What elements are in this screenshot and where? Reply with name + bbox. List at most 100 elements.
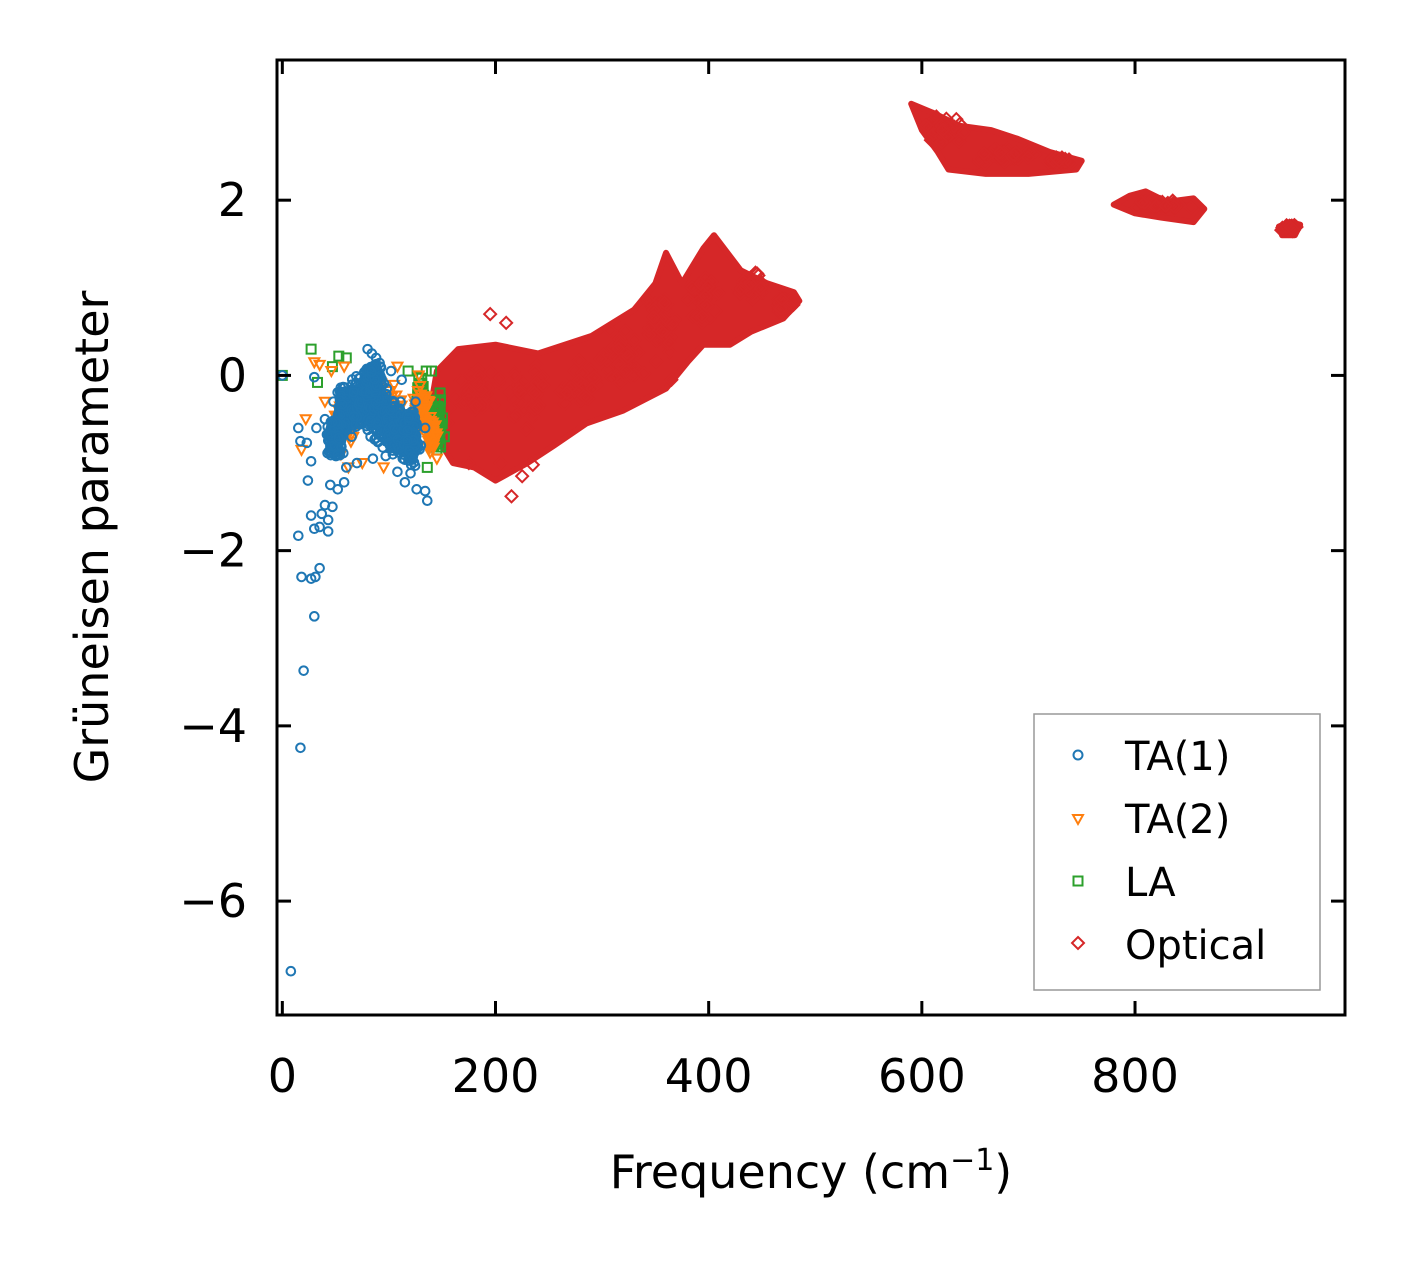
legend-marker-ta2 — [1071, 814, 1085, 827]
ta1-point-31 — [293, 422, 304, 434]
ta1-point-52 — [410, 396, 421, 407]
optical-cluster-3-point-39 — [612, 374, 628, 390]
ta2-cluster-1-point-48 — [423, 411, 438, 425]
ta1-cluster-5-point-148 — [326, 416, 338, 428]
ta1-cluster-6-point-159 — [366, 366, 377, 378]
optical-cluster-6-point-35 — [754, 276, 769, 292]
optical-cluster-4-point-22 — [661, 344, 677, 360]
optical-cluster-8-point-36 — [934, 118, 949, 134]
ta1-point-11 — [314, 521, 325, 533]
optical-cluster-4-point-4 — [640, 292, 656, 308]
legend-label-ta1: TA(1) — [1124, 734, 1230, 780]
x-tick-label-1: 200 — [452, 1049, 540, 1103]
optical-cluster-5-point-23 — [687, 281, 703, 297]
optical-point-1 — [498, 315, 514, 331]
optical-cluster-6-point-34 — [733, 281, 749, 296]
x-tick-label-4: 800 — [1091, 1049, 1179, 1103]
legend-marker-la — [1072, 875, 1084, 887]
optical-cluster-0-point-23 — [459, 382, 475, 398]
ta1-point-26 — [392, 466, 403, 478]
ta1-cluster-1-point-152 — [348, 411, 360, 422]
optical-cluster-0-point-28 — [486, 397, 502, 413]
ta1-cluster-6-point-153 — [364, 364, 375, 375]
optical-cluster-6-point-39 — [753, 280, 768, 296]
y-tick-label-4: −6 — [179, 874, 247, 928]
legend-label-ta2: TA(2) — [1124, 797, 1230, 843]
optical-cluster-3-point-34 — [607, 350, 623, 366]
optical-point-3 — [514, 468, 530, 484]
optical-cluster-2-point-35 — [571, 373, 587, 389]
ta1-point-24 — [419, 485, 431, 497]
ta1-cluster-4-point-151 — [408, 434, 419, 446]
optical-cluster-2-point-37 — [557, 396, 573, 412]
optical-cluster-2-point-25 — [571, 353, 587, 369]
optical-cluster-11-point-32 — [1137, 195, 1152, 211]
ta1-point-18 — [302, 475, 314, 486]
optical-cluster-2-point-28 — [573, 393, 588, 409]
ta2-point-8 — [355, 458, 369, 471]
ta1-point-32 — [295, 435, 306, 447]
ta1-point-35 — [311, 422, 322, 434]
ta1-point-5 — [296, 571, 307, 583]
optical-cluster-5-point-39 — [694, 309, 710, 325]
optical-cluster-7-point-38 — [773, 301, 789, 316]
ta2-point-14 — [430, 453, 444, 466]
optical-point-7 — [461, 455, 477, 471]
ta1-cluster-2-point-159 — [365, 431, 376, 443]
ta1-cluster-4-point-146 — [402, 440, 413, 452]
optical-cluster-9-point-7 — [977, 156, 993, 171]
ta1-cluster-2-point-156 — [372, 399, 384, 410]
legend-label-optical: Optical — [1125, 923, 1266, 969]
optical-cluster-0-point-31 — [474, 400, 490, 416]
optical-cluster-3-point-1 — [618, 323, 633, 339]
ta2-cluster-1-point-58 — [424, 417, 438, 430]
optical-cluster-4-point-37 — [662, 335, 678, 351]
optical-cluster-4-point-39 — [654, 324, 670, 340]
plot-frame — [275, 58, 1347, 1017]
ta2-cluster-3-point-39 — [382, 385, 396, 399]
optical-cluster-11-point-36 — [1133, 194, 1149, 210]
ta1-cluster-0-point-159 — [337, 399, 348, 410]
ta2-cluster-0-point-55 — [419, 400, 434, 413]
ta1-point-22 — [399, 477, 411, 488]
optical-cluster-2-point-24 — [567, 383, 583, 399]
optical-cluster-5-point-37 — [699, 298, 715, 314]
optical-cluster-0-point-36 — [471, 396, 487, 412]
ta1-point-4 — [309, 611, 320, 622]
ta2-point-9 — [376, 462, 391, 475]
optical-cluster-2-point-38 — [559, 385, 575, 400]
ta1-cluster-4-point-157 — [402, 425, 413, 436]
optical-cluster-5-point-33 — [700, 278, 716, 294]
optical-cluster-3-point-31 — [610, 369, 626, 384]
x-axis-label: Frequency (cm−1) — [610, 1143, 1013, 1199]
optical-cluster-10-point-36 — [1045, 153, 1061, 169]
ta1-point-60 — [385, 365, 397, 377]
optical-cluster-3-point-24 — [627, 332, 643, 348]
x-tick-label-2: 400 — [665, 1049, 753, 1103]
optical-cluster-8-point-35 — [934, 134, 950, 150]
optical-cluster-10-point-39 — [1051, 153, 1067, 169]
ta1-cluster-4-point-158 — [403, 412, 415, 424]
legend: TA(1) TA(2) LA Optical — [1033, 713, 1321, 991]
legend-label-la: LA — [1125, 860, 1176, 906]
optical-cluster-1-point-36 — [535, 378, 551, 393]
ta1-cluster-5-point-159 — [336, 441, 347, 452]
ta1-point-8 — [314, 562, 325, 574]
optical-cluster-9-point-21 — [976, 146, 992, 161]
optical-cluster-8-point-29 — [956, 125, 972, 140]
optical-cluster-0-point-38 — [453, 373, 469, 389]
optical-cluster-4-point-35 — [641, 320, 657, 336]
optical-cluster-4-point-29 — [663, 329, 679, 345]
optical-cluster-8-point-37 — [918, 117, 934, 133]
optical-cluster-1-point-24 — [505, 402, 521, 418]
ta1-point-10 — [309, 523, 320, 535]
optical-cluster-11-point-2 — [1183, 200, 1199, 216]
optical-cluster-6-point-36 — [756, 285, 771, 300]
optical-cluster-1-point-39 — [507, 369, 523, 384]
ta1-point-13 — [305, 510, 317, 521]
optical-cluster-4-point-38 — [657, 295, 672, 311]
optical-cluster-1-point-29 — [518, 422, 534, 438]
optical-cluster-9-point-38 — [1020, 150, 1036, 165]
ta2-cluster-2-point-38 — [344, 436, 358, 449]
la-point-2 — [333, 350, 345, 362]
